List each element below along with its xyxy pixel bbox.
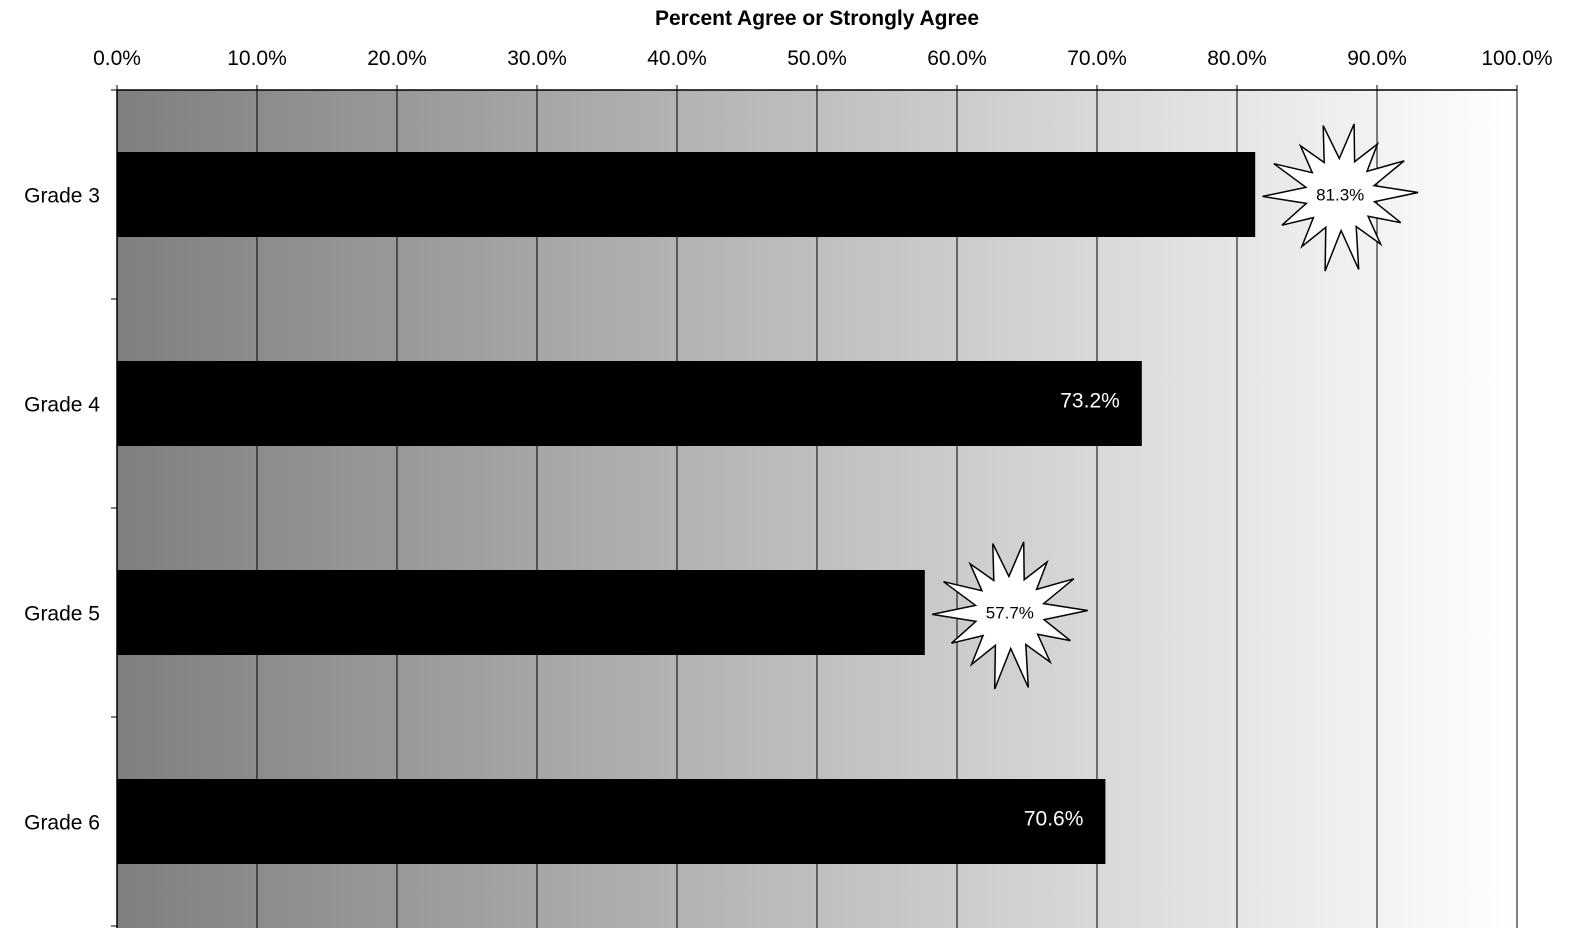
x-tick-label: 50.0% (787, 47, 847, 70)
bar (117, 779, 1106, 864)
x-tick-label: 20.0% (367, 47, 427, 70)
burst-callout (1262, 123, 1419, 272)
x-tick-label: 100.0% (1481, 47, 1552, 70)
category-label: Grade 5 (24, 603, 100, 626)
data-label: 70.6% (1024, 808, 1084, 831)
x-tick-label: 0.0% (93, 47, 141, 70)
bar (117, 570, 925, 655)
category-label: Grade 6 (24, 812, 100, 835)
x-tick-label: 90.0% (1347, 47, 1407, 70)
x-tick-label: 10.0% (227, 47, 287, 70)
x-tick-label: 80.0% (1207, 47, 1267, 70)
bar (117, 361, 1142, 446)
category-label: Grade 4 (24, 394, 100, 417)
bars (117, 152, 1256, 864)
data-label: 81.3% (1316, 186, 1364, 205)
category-label: Grade 3 (24, 185, 100, 208)
axes: 0.0% 10.0% 20.0% 30.0% 40.0% 50.0% 60.0% 70.0% 8… (24, 47, 1553, 928)
x-tick-label: 60.0% (927, 47, 987, 70)
x-axis-title: Percent Agree or Strongly Agree (655, 7, 979, 30)
x-tick-label: 30.0% (507, 47, 567, 70)
bar (117, 152, 1256, 237)
x-tick-label: 40.0% (647, 47, 707, 70)
x-tick-label: 70.0% (1067, 47, 1127, 70)
data-label: 57.7% (986, 604, 1034, 623)
data-labels: 81.3% 73.2% 57.7% 70.6% (932, 123, 1419, 831)
burst-callout (932, 541, 1088, 690)
data-label: 73.2% (1060, 390, 1120, 413)
